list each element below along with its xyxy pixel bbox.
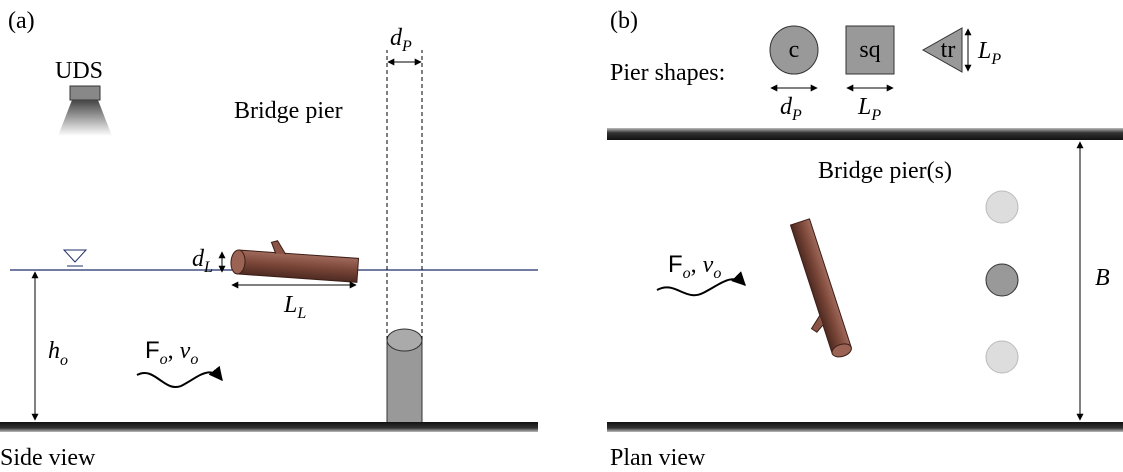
uds-beam: [58, 100, 112, 136]
pier-width-guides: [387, 50, 422, 340]
shape-label: c: [789, 37, 800, 63]
bottom-bank: [607, 422, 1123, 432]
top-bank: [607, 128, 1123, 140]
pier: [986, 191, 1018, 223]
log: [779, 219, 853, 363]
panel-label: (a): [8, 8, 35, 34]
log: [230, 238, 359, 283]
pier: [986, 341, 1018, 373]
width-label: B: [1095, 265, 1110, 291]
water-symbol: [64, 250, 86, 262]
pier-body: [387, 340, 422, 424]
river-bed: [0, 422, 538, 432]
pier-label: Bridge pier: [234, 98, 343, 124]
uds-sensor: [70, 86, 100, 100]
uds-label: UDS: [55, 58, 103, 84]
log-body: [790, 219, 851, 354]
flow-arrow: [137, 372, 222, 387]
log-body: [237, 250, 358, 282]
caption: Side view: [0, 445, 96, 471]
caption: Plan view: [610, 445, 706, 471]
panel-b: (b) Pier shapes: c dP sq LP tr LP B Brid…: [607, 8, 1123, 471]
log-length-label: LL: [283, 292, 306, 322]
flow-arrow: [657, 279, 745, 295]
panel-label: (b): [610, 8, 638, 34]
shape-dim-label: LP: [857, 94, 881, 124]
pier: [986, 264, 1018, 296]
depth-label: ho: [48, 338, 68, 369]
shape-label: tr: [941, 37, 956, 63]
pier-top: [387, 329, 422, 351]
shape-dim-label: dP: [780, 94, 802, 124]
panel-a: (a) UDS ho dP Bridge pier dL LL Fo,vo Si…: [0, 8, 538, 471]
figure: (a) UDS ho dP Bridge pier dL LL Fo,vo Si…: [0, 0, 1123, 472]
shape-dim-label: LP: [977, 38, 1001, 68]
pier-width-label: dP: [390, 25, 412, 55]
shapes-title: Pier shapes:: [610, 60, 725, 86]
shape-label: sq: [859, 37, 880, 63]
log-diameter-label: dL: [192, 246, 213, 276]
flow-label: Fo,vo: [668, 251, 721, 282]
flow-label: Fo,vo: [145, 337, 198, 368]
piers-label: Bridge pier(s): [818, 158, 952, 184]
